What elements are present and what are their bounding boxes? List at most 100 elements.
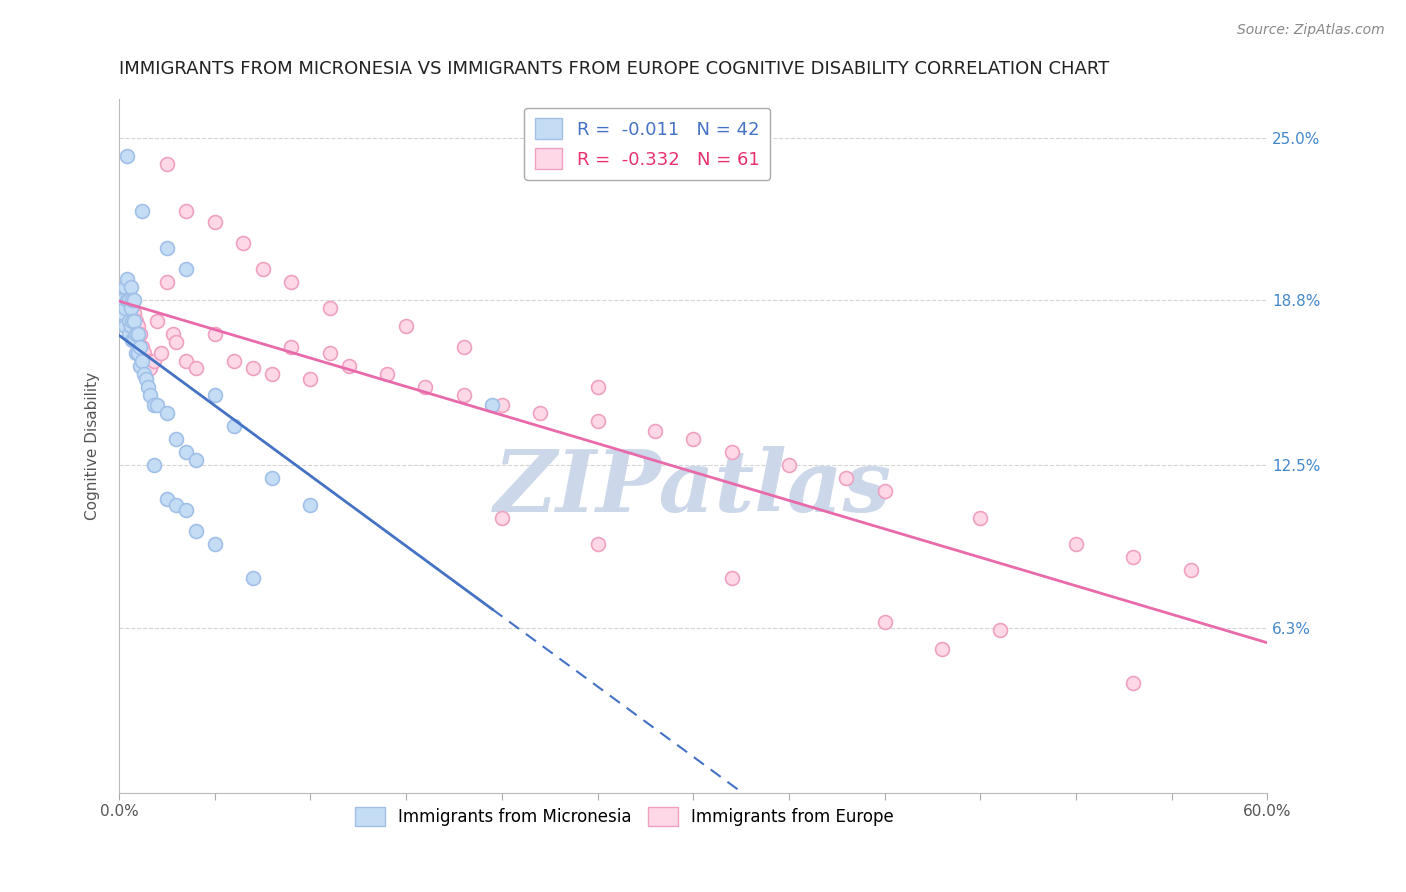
Immigrants from Micronesia <box>125 345 148 359</box>
Immigrants from Europe <box>117 306 139 320</box>
Immigrants from Micronesia <box>204 387 226 401</box>
Immigrants from Europe <box>682 432 704 446</box>
Immigrants from Europe <box>280 275 302 289</box>
Immigrants from Micronesia <box>117 314 139 328</box>
Immigrants from Europe <box>586 537 609 551</box>
Immigrants from Micronesia <box>242 571 264 585</box>
Immigrants from Micronesia <box>117 293 139 308</box>
Immigrants from Europe <box>375 367 398 381</box>
Immigrants from Europe <box>395 319 418 334</box>
Immigrants from Europe <box>124 306 146 320</box>
Immigrants from Micronesia <box>114 319 136 334</box>
Immigrants from Europe <box>491 398 513 412</box>
Immigrants from Europe <box>146 314 169 328</box>
Immigrants from Europe <box>262 367 284 381</box>
Immigrants from Europe <box>115 293 138 308</box>
Immigrants from Europe <box>131 340 153 354</box>
Immigrants from Micronesia <box>114 301 136 315</box>
Immigrants from Europe <box>156 275 179 289</box>
Immigrants from Europe <box>644 424 666 438</box>
Immigrants from Europe <box>125 314 148 328</box>
Immigrants from Micronesia <box>129 340 152 354</box>
Immigrants from Europe <box>1122 675 1144 690</box>
Immigrants from Europe <box>166 335 188 350</box>
Immigrants from Europe <box>121 301 143 315</box>
Immigrants from Europe <box>129 327 152 342</box>
Immigrants from Micronesia <box>146 398 169 412</box>
Immigrants from Micronesia <box>115 149 138 163</box>
Immigrants from Europe <box>491 510 513 524</box>
Immigrants from Micronesia <box>131 204 153 219</box>
Immigrants from Micronesia <box>110 293 132 308</box>
Immigrants from Europe <box>222 353 245 368</box>
Immigrants from Micronesia <box>299 498 322 512</box>
Immigrants from Micronesia <box>174 445 197 459</box>
Immigrants from Europe <box>204 215 226 229</box>
Immigrants from Europe <box>127 319 149 334</box>
Immigrants from Micronesia <box>166 432 188 446</box>
Text: Source: ZipAtlas.com: Source: ZipAtlas.com <box>1237 23 1385 37</box>
Immigrants from Europe <box>453 387 475 401</box>
Text: ZIPatlas: ZIPatlas <box>494 445 893 529</box>
Immigrants from Micronesia <box>131 353 153 368</box>
Immigrants from Micronesia <box>156 241 179 255</box>
Immigrants from Micronesia <box>184 524 207 538</box>
Immigrants from Europe <box>174 204 197 219</box>
Immigrants from Europe <box>586 414 609 428</box>
Immigrants from Europe <box>150 345 173 359</box>
Immigrants from Europe <box>873 484 896 499</box>
Immigrants from Europe <box>232 235 254 250</box>
Immigrants from Europe <box>184 361 207 376</box>
Immigrants from Europe <box>162 327 184 342</box>
Immigrants from Europe <box>778 458 800 473</box>
Immigrants from Europe <box>121 319 143 334</box>
Immigrants from Micronesia <box>111 293 134 308</box>
Immigrants from Micronesia <box>127 345 149 359</box>
Immigrants from Europe <box>242 361 264 376</box>
Immigrants from Micronesia <box>115 272 138 286</box>
Immigrants from Micronesia <box>132 367 155 381</box>
Immigrants from Europe <box>873 615 896 630</box>
Immigrants from Europe <box>204 327 226 342</box>
Immigrants from Micronesia <box>174 261 197 276</box>
Immigrants from Micronesia <box>156 492 179 507</box>
Immigrants from Micronesia <box>184 453 207 467</box>
Immigrants from Europe <box>969 510 991 524</box>
Immigrants from Europe <box>453 340 475 354</box>
Immigrants from Europe <box>138 361 160 376</box>
Immigrants from Micronesia <box>121 314 143 328</box>
Immigrants from Europe <box>120 309 142 323</box>
Immigrants from Europe <box>1064 537 1087 551</box>
Immigrants from Europe <box>318 345 340 359</box>
Immigrants from Europe <box>124 325 146 339</box>
Immigrants from Europe <box>127 340 149 354</box>
Immigrants from Micronesia <box>124 314 146 328</box>
Immigrants from Europe <box>931 641 953 656</box>
Immigrants from Europe <box>117 288 139 302</box>
Immigrants from Micronesia <box>481 398 503 412</box>
Immigrants from Europe <box>174 353 197 368</box>
Immigrants from Micronesia <box>124 293 146 308</box>
Immigrants from Micronesia <box>138 387 160 401</box>
Immigrants from Micronesia <box>120 301 142 315</box>
Immigrants from Europe <box>318 301 340 315</box>
Immigrants from Micronesia <box>124 333 146 347</box>
Immigrants from Europe <box>1122 549 1144 564</box>
Immigrants from Micronesia <box>111 306 134 320</box>
Immigrants from Europe <box>156 157 179 171</box>
Immigrants from Micronesia <box>117 327 139 342</box>
Immigrants from Micronesia <box>174 503 197 517</box>
Immigrants from Europe <box>720 571 742 585</box>
Immigrants from Micronesia <box>114 280 136 294</box>
Immigrants from Europe <box>720 445 742 459</box>
Immigrants from Micronesia <box>142 398 165 412</box>
Immigrants from Europe <box>280 340 302 354</box>
Immigrants from Micronesia <box>136 380 159 394</box>
Y-axis label: Cognitive Disability: Cognitive Disability <box>86 372 100 520</box>
Immigrants from Micronesia <box>222 419 245 434</box>
Immigrants from Micronesia <box>129 359 152 373</box>
Immigrants from Europe <box>142 353 165 368</box>
Immigrants from Micronesia <box>156 406 179 420</box>
Immigrants from Europe <box>136 353 159 368</box>
Immigrants from Micronesia <box>121 293 143 308</box>
